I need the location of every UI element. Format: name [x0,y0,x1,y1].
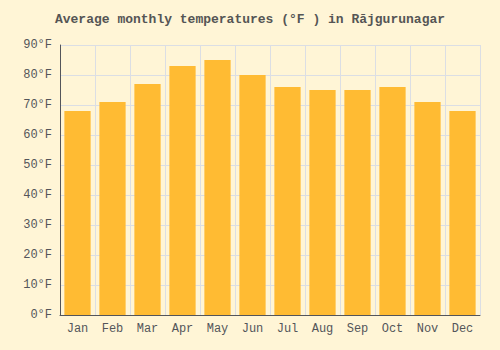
svg-text:Oct: Oct [382,322,404,336]
svg-text:Mar: Mar [137,322,159,336]
svg-text:80°F: 80°F [23,68,52,82]
svg-text:40°F: 40°F [23,188,52,202]
svg-text:Feb: Feb [102,322,124,336]
svg-text:70°F: 70°F [23,98,52,112]
svg-text:50°F: 50°F [23,158,52,172]
svg-text:Apr: Apr [172,322,194,336]
svg-text:0°F: 0°F [30,308,52,322]
svg-text:Jan: Jan [67,322,89,336]
svg-text:Sep: Sep [347,322,369,336]
svg-text:Jun: Jun [242,322,264,336]
svg-text:Aug: Aug [312,322,334,336]
svg-text:May: May [207,322,229,336]
svg-text:10°F: 10°F [23,278,52,292]
svg-text:60°F: 60°F [23,128,52,142]
svg-text:90°F: 90°F [23,38,52,52]
svg-text:Average monthly temperatures (: Average monthly temperatures (°F ) in Rā… [55,12,445,27]
svg-text:Dec: Dec [452,322,474,336]
svg-text:Nov: Nov [417,322,439,336]
svg-text:30°F: 30°F [23,218,52,232]
svg-text:20°F: 20°F [23,248,52,262]
svg-text:Jul: Jul [277,322,299,336]
